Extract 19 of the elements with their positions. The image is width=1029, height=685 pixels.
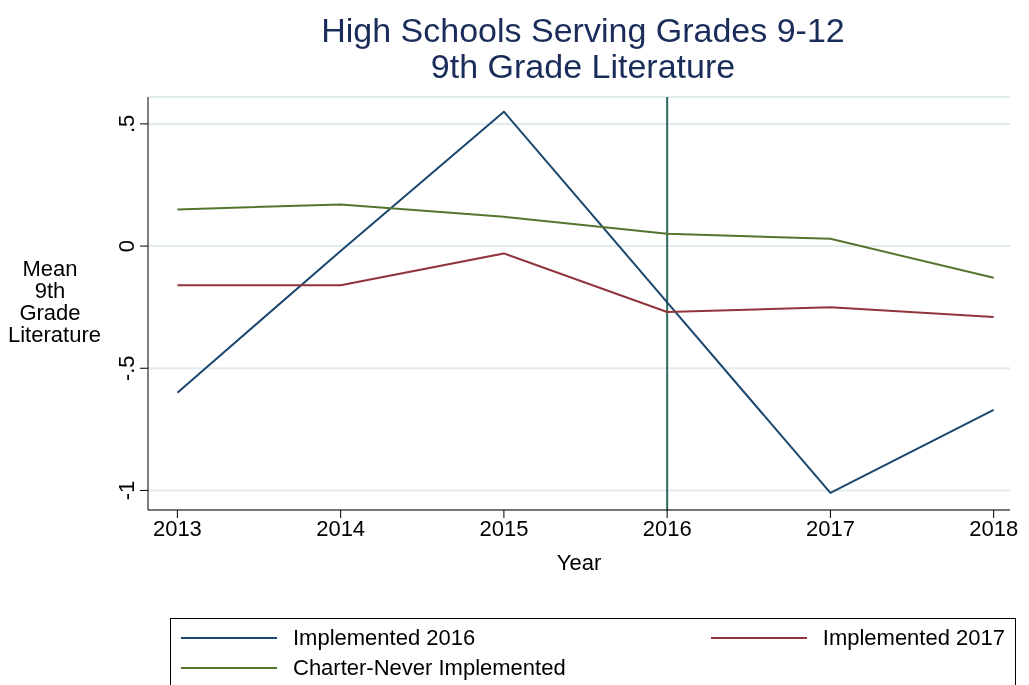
y-tick-label: 0: [114, 239, 139, 253]
x-tick-label: 2015: [479, 515, 529, 541]
x-tick-label: 2017: [805, 515, 855, 541]
legend-label: Implemented 2017: [822, 625, 1005, 651]
x-tick-label: 2014: [316, 515, 366, 541]
y-axis-title: Mean 9th Grade Literature: [8, 256, 101, 347]
chart-title: High Schools Serving Grades 9-12: [320, 11, 846, 49]
y-tick-label: -.5: [114, 355, 139, 382]
x-tick-label: 2018: [969, 515, 1019, 541]
x-tick-label: 2016: [642, 515, 692, 541]
legend-label: Implemented 2016: [293, 625, 476, 651]
y-tick-label: -1: [114, 480, 139, 501]
legend-label: Charter-Never Implemented: [293, 655, 566, 681]
x-tick-label: 2013: [152, 515, 202, 541]
line-series: [176, 203, 995, 279]
y-tick-label: .5: [114, 114, 139, 134]
line-series: [176, 110, 995, 494]
line-series: [176, 252, 995, 318]
x-axis-title: Year: [556, 550, 602, 575]
